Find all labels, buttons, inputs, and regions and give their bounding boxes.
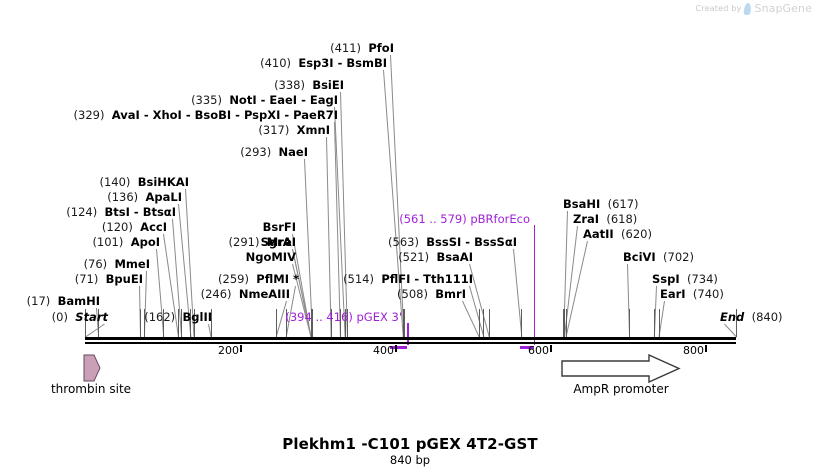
enzyme-label-start[interactable]: (0) Start bbox=[51, 310, 108, 324]
enzyme-label-avai[interactable]: (329) AvaI - XhoI - BsoBI - PspXI - PaeR… bbox=[73, 108, 338, 122]
snapgene-watermark: Created by SnapGene bbox=[695, 2, 812, 15]
enzyme-label-bsihkai[interactable]: (140) BsiHKAI bbox=[99, 175, 189, 189]
enzyme-label-ngomiv[interactable]: NgoMIV bbox=[245, 250, 296, 264]
cut-site-tick-bsiei bbox=[346, 309, 348, 337]
cut-site-tick-avai bbox=[339, 309, 341, 337]
ruler-tick-label: 800 bbox=[683, 344, 704, 357]
enzyme-label-btsi[interactable]: (124) BtsI - BtsαI bbox=[66, 205, 176, 219]
ruler-tick bbox=[550, 345, 552, 352]
cut-site-tick-apali bbox=[190, 309, 192, 337]
enzyme-label-bglii[interactable]: (162) BglII bbox=[144, 310, 212, 324]
cut-site-tick-bsahi bbox=[563, 309, 565, 337]
watermark-brand: SnapGene bbox=[754, 2, 812, 15]
enzyme-label-pfoi[interactable]: (411) PfoI bbox=[330, 41, 394, 55]
feature-marker-span-pgex3 bbox=[390, 346, 408, 349]
enzyme-label-bamhi[interactable]: (17) BamHI bbox=[26, 294, 100, 308]
leader-line-xmni bbox=[326, 136, 332, 338]
cut-site-tick-bsssi bbox=[521, 309, 523, 337]
cut-site-tick-mrei bbox=[310, 309, 312, 337]
enzyme-label-sspi[interactable]: SspI (734) bbox=[652, 272, 718, 286]
feature-label-pgex3[interactable]: (394 .. 416) pGEX 3' bbox=[285, 310, 402, 324]
cut-site-tick-naei bbox=[312, 309, 314, 337]
cut-site-tick-aatii bbox=[565, 309, 567, 337]
enzyme-label-acci[interactable]: (120) AccI bbox=[101, 220, 167, 234]
leader-line-start bbox=[85, 323, 105, 338]
cut-site-tick-pfoi bbox=[403, 309, 405, 337]
cut-site-tick-apoi bbox=[163, 309, 165, 337]
enzyme-label-xmni[interactable]: (317) XmnI bbox=[258, 123, 330, 137]
enzyme-label-bsaai[interactable]: (521) BsaAI bbox=[398, 250, 473, 264]
enzyme-label-zrai[interactable]: ZraI (618) bbox=[573, 212, 638, 226]
enzyme-label-esp3i[interactable]: (410) Esp3I - BsmBI bbox=[260, 56, 387, 70]
ruler-tick bbox=[395, 345, 397, 352]
enzyme-label-noti[interactable]: (335) NotI - EaeI - EagI bbox=[191, 93, 338, 107]
enzyme-label-bpuei[interactable]: (71) BpuEI bbox=[74, 272, 143, 286]
sequence-backbone-top bbox=[85, 337, 736, 340]
feature-ampr-promoter-arrow[interactable] bbox=[561, 353, 681, 388]
watermark-prefix: Created by bbox=[695, 4, 742, 13]
cut-site-tick-pflmi bbox=[285, 309, 287, 337]
enzyme-label-mmei[interactable]: (76) MmeI bbox=[83, 257, 150, 271]
feature-marker-line-pgex3 bbox=[407, 323, 409, 345]
page-subtitle: 840 bp bbox=[389, 453, 431, 467]
leader-line-bmri bbox=[462, 300, 480, 338]
cut-site-tick-nmeaiii bbox=[275, 309, 277, 337]
cut-site-tick-bglii bbox=[210, 309, 212, 337]
enzyme-label-end[interactable]: End (840) bbox=[720, 310, 783, 324]
cut-site-tick-xmni bbox=[330, 309, 332, 337]
feature-label-pbrforeco[interactable]: (561 .. 579) pBRforEco bbox=[399, 212, 530, 226]
feature-ampr-promoter-label: AmpR promoter bbox=[573, 382, 669, 396]
enzyme-label-sgrai[interactable]: SgrAI bbox=[260, 235, 296, 249]
ruler-tick-label: 200 bbox=[218, 344, 239, 357]
snapgene-leaf-icon bbox=[743, 2, 753, 15]
enzyme-label-apoi[interactable]: (101) ApoI bbox=[92, 235, 160, 249]
ruler-tick bbox=[240, 345, 242, 352]
cut-site-tick-start bbox=[85, 309, 86, 337]
feature-thrombin-site-label: thrombin site bbox=[50, 382, 132, 396]
enzyme-label-pflfi[interactable]: (514) PflFI - Tth111I bbox=[343, 272, 473, 286]
cut-site-tick-bmri bbox=[478, 309, 480, 337]
cut-site-tick-pflfi bbox=[483, 309, 485, 337]
ruler-tick bbox=[705, 345, 707, 352]
cut-site-tick-end bbox=[736, 309, 737, 337]
cut-site-tick-btsi bbox=[181, 309, 183, 337]
cut-site-tick-noti bbox=[344, 309, 346, 337]
enzyme-label-bsrfi[interactable]: BsrFI bbox=[262, 220, 296, 234]
page-title: Plekhm1 -C101 pGEX 4T2-GST bbox=[282, 435, 538, 453]
cut-site-tick-acci bbox=[178, 309, 179, 337]
enzyme-label-pflmi[interactable]: (259) PflMI * bbox=[218, 272, 299, 286]
ruler-tick-label: 400 bbox=[373, 344, 394, 357]
leader-line-end bbox=[724, 323, 737, 338]
feature-marker-line-pbrforeco bbox=[533, 225, 536, 345]
enzyme-label-apali[interactable]: (136) ApaLI bbox=[107, 190, 182, 204]
cut-site-tick-esp3i bbox=[402, 309, 404, 337]
cut-site-tick-bsihkai bbox=[193, 309, 195, 337]
enzyme-label-aatii[interactable]: AatII (620) bbox=[583, 227, 652, 241]
enzyme-label-bsahi[interactable]: BsaHI (617) bbox=[563, 197, 639, 211]
feature-marker-span-pbrforeco bbox=[519, 346, 534, 349]
cut-site-tick-bcivi bbox=[629, 309, 631, 337]
enzyme-label-mrei[interactable]: (291) MreI bbox=[228, 235, 296, 249]
cut-site-tick-mmei bbox=[143, 309, 145, 337]
enzyme-label-naei[interactable]: (293) NaeI bbox=[240, 145, 308, 159]
feature-thrombin-site-arrow[interactable] bbox=[82, 353, 102, 387]
cut-site-tick-zrai bbox=[563, 309, 565, 337]
cut-site-tick-bsaai bbox=[488, 309, 490, 337]
cut-site-tick-eari bbox=[658, 309, 660, 337]
enzyme-label-eari[interactable]: EarI (740) bbox=[660, 287, 724, 301]
enzyme-label-bsiei[interactable]: (338) BsiEI bbox=[274, 78, 344, 92]
enzyme-label-nmeaiii[interactable]: (246) NmeAIII bbox=[200, 287, 290, 301]
enzyme-label-bmri[interactable]: (508) BmrI bbox=[397, 287, 466, 301]
sequence-backbone-bottom bbox=[85, 342, 736, 344]
cut-site-tick-bpuei bbox=[140, 309, 142, 337]
cut-site-tick-sspi bbox=[653, 309, 655, 337]
enzyme-label-bsssi[interactable]: (563) BssSI - BssSαI bbox=[388, 235, 517, 249]
enzyme-label-bcivi[interactable]: BciVI (702) bbox=[623, 250, 694, 264]
ruler-tick-label: 600 bbox=[528, 344, 549, 357]
cut-site-tick-bamhi bbox=[98, 309, 100, 337]
